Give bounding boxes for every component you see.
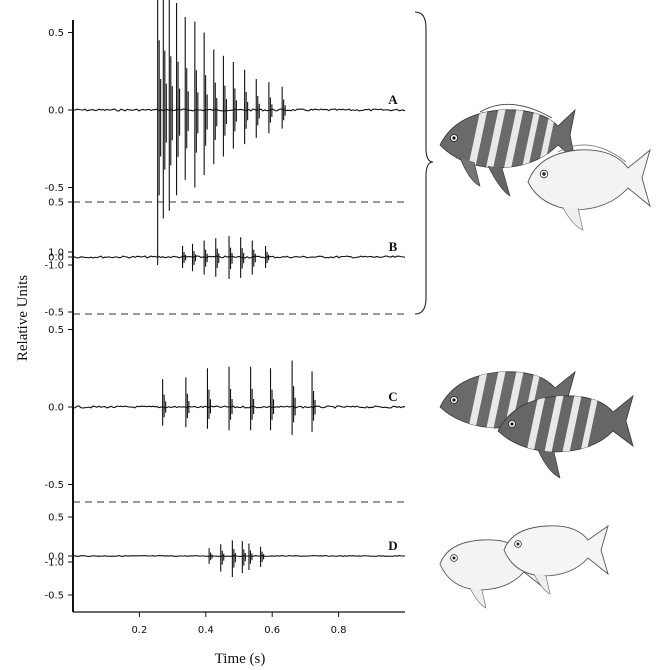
pulse-A [194, 21, 199, 188]
pulse-C [269, 368, 275, 431]
series-line-C [72, 405, 406, 409]
pulse-A [222, 55, 227, 157]
two-striped-fish-illustration [439, 370, 634, 479]
x-tick-label: 0.4 [198, 625, 214, 636]
pulse-A [213, 49, 218, 165]
pulse-C [162, 379, 167, 426]
pulse-A [157, 0, 162, 265]
y-tick-label: 0.0 [48, 253, 64, 264]
pulse-A [184, 17, 189, 180]
pulse-B [182, 246, 187, 268]
pulse-A [268, 82, 273, 134]
panel-label-C: C [388, 389, 397, 404]
y-tick-label: -0.5 [44, 591, 64, 602]
pulse-A [244, 69, 249, 145]
panel-label-D: D [388, 538, 397, 553]
pulse-D [260, 546, 265, 567]
pulse-A [203, 32, 208, 176]
pulse-A [168, 0, 173, 211]
pulse-D [248, 543, 253, 571]
pulse-B [228, 236, 233, 279]
y-tick-label: -1.0 [44, 558, 64, 569]
y-tick-label: 1.0 [48, 248, 64, 259]
series-line-D [72, 555, 406, 557]
pulse-D [241, 541, 246, 574]
y-tick-label: -0.5 [44, 183, 64, 194]
pulse-C [185, 377, 190, 428]
pulse-C [228, 366, 233, 431]
y-tick-label: 0.0 [48, 552, 64, 563]
two-pale-fish-illustration [439, 524, 609, 609]
striped-fish-icon [497, 394, 634, 479]
y-tick-label: 0.5 [48, 513, 64, 524]
y-tick-label: 0.0 [48, 403, 64, 414]
x-tick-label: 0.8 [331, 625, 347, 636]
y-tick-label: 0.5 [48, 198, 64, 209]
y-tick-label: -1.0 [44, 261, 64, 272]
x-axis-title: Time (s) [215, 651, 266, 667]
pulse-C [250, 366, 255, 431]
pulse-D [231, 540, 236, 578]
pulse-C [206, 368, 212, 429]
y-tick-label: -0.5 [44, 480, 64, 491]
y-tick-label: 0.0 [48, 106, 64, 117]
pulse-A [162, 0, 167, 219]
x-tick-label: 0.6 [264, 625, 280, 636]
pulse-B [240, 237, 245, 278]
pulse-A [281, 86, 286, 129]
y-tick-label: 0.5 [48, 28, 64, 39]
panel-group-brace [414, 11, 434, 315]
pulse-D [220, 544, 225, 572]
pulse-A [255, 79, 260, 138]
pulse-C [311, 371, 316, 432]
pulse-C [291, 360, 296, 435]
y-tick-label: 0.5 [48, 325, 64, 336]
pulse-B [215, 238, 220, 277]
fish-pair-striped-pale-illustration [439, 103, 651, 231]
panel-label-B: B [389, 239, 398, 254]
y-axis-title: Relative Units [15, 275, 31, 361]
plot-area: 1.00.50.0-0.5-1.0A0.50.0-0.5B1.00.50.0-0… [44, 0, 406, 636]
pulse-B [265, 246, 270, 268]
pulse-B [203, 240, 208, 275]
y-tick-label: -0.5 [44, 308, 64, 319]
series-line-B [72, 255, 406, 259]
pulse-B [191, 243, 197, 272]
pulse-A [232, 61, 237, 149]
x-tick-label: 0.2 [131, 625, 147, 636]
pulse-D [208, 548, 213, 564]
pulse-B [251, 240, 256, 275]
panel-label-A: A [388, 92, 398, 107]
pale-fish-icon [527, 144, 651, 231]
pale-fish-icon [503, 524, 609, 595]
pulse-A [176, 3, 181, 196]
series-line-A [72, 108, 406, 112]
